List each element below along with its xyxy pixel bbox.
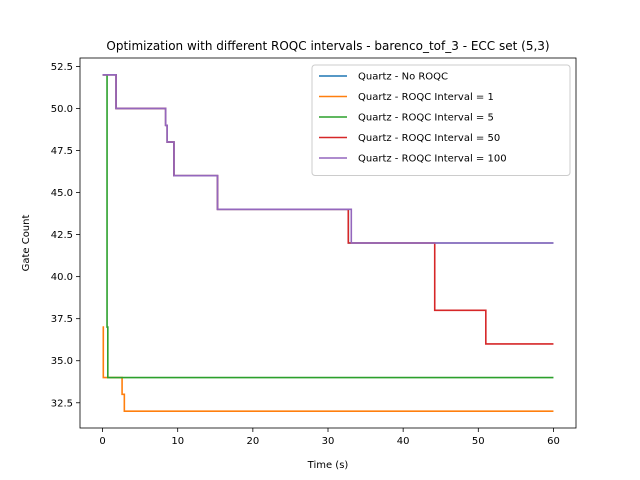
series-layer — [102, 74, 554, 412]
x-tick-label: 20 — [246, 436, 259, 447]
x-axis: 0 10 20 30 40 50 60 — [99, 428, 560, 447]
y-tick-label: 35.0 — [51, 356, 73, 367]
series-line-5 — [102, 74, 554, 244]
legend: Quartz - No ROQC Quartz - ROQC Interval =… — [311, 64, 571, 176]
x-tick-label: 60 — [547, 436, 560, 447]
y-tick-label: 50.0 — [51, 104, 73, 115]
legend-label-5: Quartz - ROQC Interval = 100 — [358, 154, 507, 165]
x-tick-label: 50 — [472, 436, 485, 447]
y-tick-label: 52.5 — [51, 62, 73, 73]
x-tick-label: 10 — [171, 436, 184, 447]
y-tick-label: 32.5 — [51, 398, 73, 409]
y-tick-label: 42.5 — [51, 230, 73, 241]
series-line-2 — [102, 326, 554, 412]
chart-title: Optimization with different ROQC interva… — [106, 39, 549, 53]
y-tick-label: 47.5 — [51, 146, 73, 157]
y-axis-label: Gate Count — [21, 215, 32, 272]
legend-label-4: Quartz - ROQC Interval = 50 — [358, 133, 500, 144]
x-tick-label: 30 — [322, 436, 335, 447]
legend-label-1: Quartz - No ROQC — [358, 72, 448, 83]
y-tick-label: 45.0 — [51, 188, 73, 199]
x-axis-label: Time (s) — [307, 460, 349, 471]
legend-label-3: Quartz - ROQC Interval = 5 — [358, 113, 494, 124]
x-tick-label: 0 — [99, 436, 105, 447]
legend-label-2: Quartz - ROQC Interval = 1 — [358, 92, 494, 103]
y-axis: 32.5 35.0 37.5 40.0 42.5 45.0 47.5 50.0 52.5 — [51, 62, 80, 409]
y-tick-label: 37.5 — [51, 314, 73, 325]
x-tick-label: 40 — [397, 436, 410, 447]
legend-box — [311, 64, 571, 176]
y-tick-label: 40.0 — [51, 272, 73, 283]
